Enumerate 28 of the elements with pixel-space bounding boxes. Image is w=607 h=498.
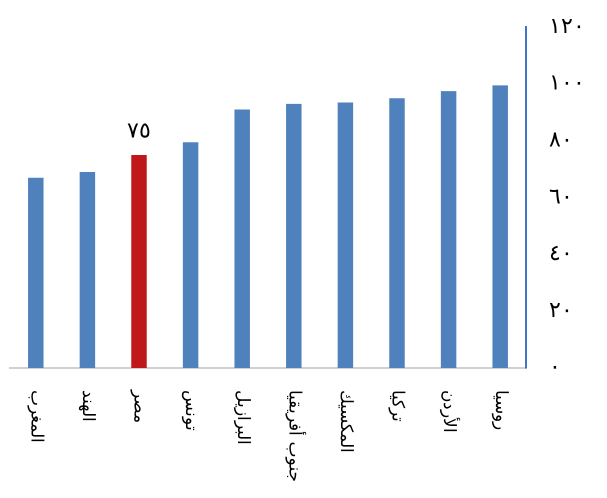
x-tick-label: تركيا xyxy=(388,390,408,422)
y-tick-label: ١٢٠ xyxy=(549,14,585,39)
bar xyxy=(440,91,456,368)
bar xyxy=(286,104,302,368)
y-tick-label: ٢٠ xyxy=(549,298,573,323)
x-tick-label: مصر xyxy=(130,389,150,423)
bar xyxy=(338,102,354,368)
bar xyxy=(182,142,198,368)
x-tick-label: الأردن xyxy=(439,390,460,433)
y-tick-label: ٦٠ xyxy=(549,184,573,210)
x-tick-label: المغرب xyxy=(26,390,46,443)
x-tick-label: الهند xyxy=(78,390,98,422)
data-label: ٧٥ xyxy=(127,118,151,144)
bar xyxy=(492,85,508,368)
x-tick-label: المكسيك xyxy=(336,390,356,453)
x-tick-label: جنوب أفريقيا xyxy=(284,390,306,482)
y-tick-label: ٠ xyxy=(549,354,561,380)
y-tick-label: ٤٠ xyxy=(549,241,573,266)
y-tick-label: ٨٠ xyxy=(549,128,573,153)
bar xyxy=(80,172,96,368)
y-tick-label: ١٠٠ xyxy=(549,70,585,96)
x-tick-label: روسيا xyxy=(490,390,511,430)
bar xyxy=(131,155,147,368)
bar xyxy=(234,110,250,368)
bar xyxy=(389,98,405,368)
x-tick-label: البرازيل xyxy=(232,390,253,445)
bar xyxy=(28,178,44,368)
x-tick-label: تونس xyxy=(181,390,202,431)
